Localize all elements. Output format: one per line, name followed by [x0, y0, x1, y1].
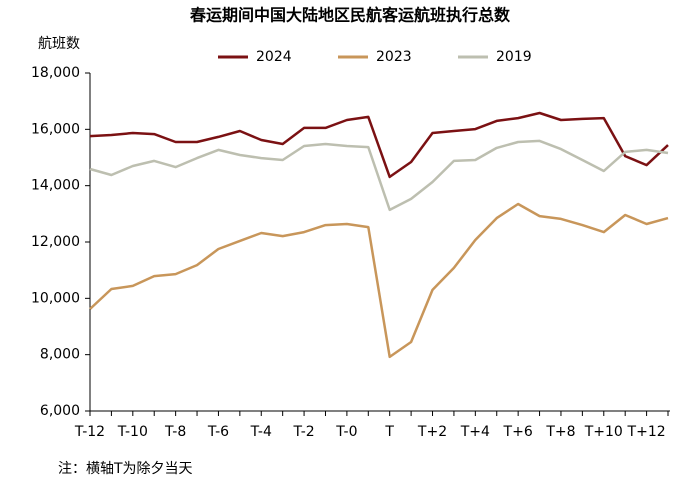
y-tick-label: 16,000 — [31, 121, 80, 137]
y-tick-label: 10,000 — [31, 290, 80, 306]
x-tick-label: T-12 — [74, 424, 105, 440]
x-tick-label: T-8 — [164, 424, 186, 440]
x-tick-label: T-4 — [250, 424, 272, 440]
x-tick-label: T+8 — [545, 424, 575, 440]
y-tick-label: 6,000 — [40, 403, 80, 419]
x-tick-label: T-6 — [207, 424, 229, 440]
chart-title: 春运期间中国大陆地区民航客运航班执行总数 — [189, 6, 511, 25]
x-tick-label: T+2 — [417, 424, 447, 440]
x-tick-label: T+4 — [460, 424, 490, 440]
y-axis-label: 航班数 — [38, 36, 80, 52]
legend-label: 2019 — [496, 49, 532, 65]
legend-label: 2024 — [256, 49, 292, 65]
y-tick-label: 18,000 — [31, 65, 80, 81]
y-tick-label: 12,000 — [31, 234, 80, 250]
x-tick-label: T-0 — [335, 424, 357, 440]
x-tick-label: T+12 — [627, 424, 666, 440]
x-tick-label: T+10 — [584, 424, 623, 440]
y-tick-label: 8,000 — [40, 347, 80, 363]
y-tick-label: 14,000 — [31, 178, 80, 194]
series-line — [89, 202, 669, 359]
series-line — [89, 111, 669, 179]
x-tick-label: T — [384, 424, 394, 440]
x-tick-label: T+6 — [503, 424, 533, 440]
legend-label: 2023 — [376, 49, 412, 65]
x-tick-label: T-10 — [117, 424, 148, 440]
series-line — [89, 139, 669, 212]
note: 注：横轴T为除夕当天 — [58, 461, 193, 477]
x-tick-label: T-2 — [292, 424, 314, 440]
